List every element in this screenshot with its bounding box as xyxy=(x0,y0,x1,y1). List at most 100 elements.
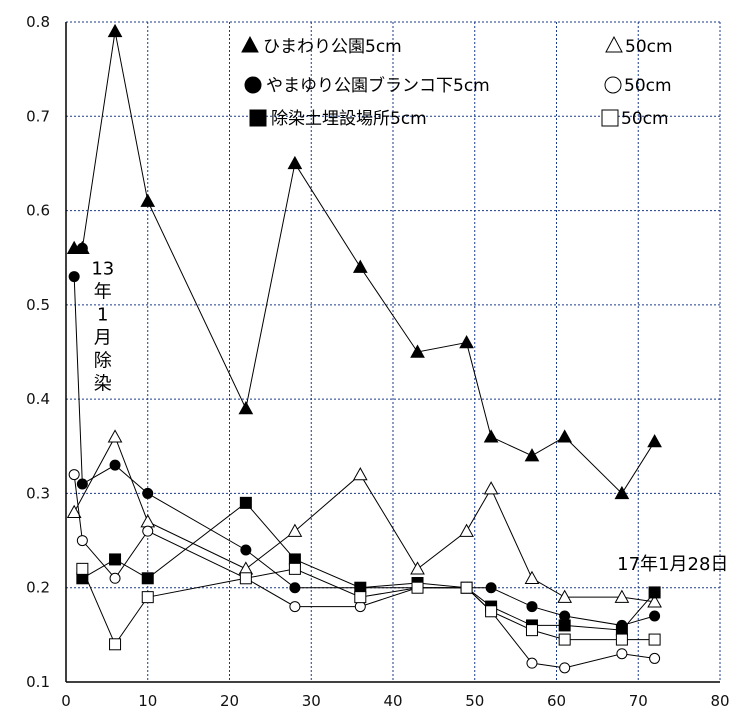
data-point-square xyxy=(460,581,473,594)
data-point-circle xyxy=(559,662,571,674)
series-layer xyxy=(66,23,662,674)
data-point-triangle xyxy=(483,481,499,495)
y-tick-label: 0.3 xyxy=(26,484,50,502)
data-point-circle xyxy=(76,242,88,254)
data-point-square xyxy=(288,562,301,575)
data-point-triangle xyxy=(352,467,368,481)
data-point-circle xyxy=(289,582,301,594)
data-point-square xyxy=(239,496,252,509)
legend-label: ひまわり公園5cm xyxy=(263,37,402,57)
legend-marker xyxy=(601,109,619,127)
y-tick-label: 0.7 xyxy=(26,107,50,125)
data-point-triangle xyxy=(66,504,82,518)
legend-label: 除染土埋設場所5cm xyxy=(271,109,427,129)
legend-marker xyxy=(604,76,622,94)
data-point-triangle xyxy=(459,523,474,537)
y-tick-label: 0.8 xyxy=(26,13,50,31)
annotation-text: 1 xyxy=(97,305,108,326)
data-point-triangle xyxy=(483,429,499,443)
annotation-text: 月 xyxy=(94,328,112,349)
x-tick-label: 50 xyxy=(465,692,484,710)
y-tick-label: 0.4 xyxy=(26,390,50,408)
x-tick-label: 40 xyxy=(383,692,402,710)
data-point-triangle xyxy=(238,401,254,415)
data-point-triangle xyxy=(557,429,573,443)
legend-label: 50cm xyxy=(624,76,672,96)
data-point-square xyxy=(411,581,424,594)
data-point-square xyxy=(354,591,367,604)
y-tick-label: 0.2 xyxy=(26,579,50,597)
x-tick-label: 60 xyxy=(547,692,566,710)
legend: ひまわり公園5cm 50cm やまゆり公園ブランコ下5cm 50cm 除染土埋設場所5c… xyxy=(241,35,673,129)
data-point-triangle xyxy=(524,570,540,584)
data-point-triangle xyxy=(459,335,474,349)
data-point-triangle xyxy=(614,485,630,500)
data-point-square xyxy=(648,633,661,646)
legend-marker xyxy=(249,109,267,127)
data-point-circle xyxy=(616,648,628,660)
data-point-triangle xyxy=(614,589,630,603)
data-point-triangle xyxy=(287,155,303,170)
series-5 xyxy=(76,562,661,651)
x-tick-label: 20 xyxy=(220,692,239,710)
y-tick-label: 0.1 xyxy=(26,673,50,691)
data-point-square xyxy=(76,562,89,575)
data-point-triangle xyxy=(524,448,540,462)
legend-marker xyxy=(605,35,623,53)
y-tick-label: 0.6 xyxy=(26,202,50,220)
data-point-square xyxy=(615,633,628,646)
annotation-text: 染 xyxy=(94,374,112,395)
data-point-square xyxy=(485,605,498,618)
annotation-text: 17年1月28日 xyxy=(617,554,728,575)
legend-label: 50cm xyxy=(621,109,669,129)
data-point-square xyxy=(558,619,571,632)
data-point-circle xyxy=(485,582,497,594)
data-point-circle xyxy=(142,487,154,499)
axes: 0 10 20 30 40 50 60 70 80 0.1 0.2 0.3 0.4 0.5 0.6 0.7 0.… xyxy=(26,13,729,710)
data-point-triangle xyxy=(647,594,662,608)
data-point-square xyxy=(109,638,122,651)
data-point-triangle xyxy=(107,429,123,443)
x-tick-label: 80 xyxy=(710,692,729,710)
data-point-square xyxy=(648,586,661,599)
x-tick-label: 30 xyxy=(302,692,321,710)
data-point-circle xyxy=(76,535,88,547)
data-point-triangle xyxy=(140,193,156,207)
data-point-square xyxy=(558,633,571,646)
data-point-circle xyxy=(649,652,661,664)
series-1 xyxy=(66,429,662,608)
data-point-triangle xyxy=(557,589,573,603)
data-point-triangle xyxy=(352,259,368,273)
legend-label: やまゆり公園ブランコ下5cm xyxy=(266,75,490,96)
data-point-triangle xyxy=(410,561,425,575)
x-tick-label: 70 xyxy=(629,692,648,710)
legend-label: 50cm xyxy=(625,37,673,57)
data-point-square xyxy=(109,553,122,566)
data-point-circle xyxy=(289,601,301,613)
x-tick-label: 10 xyxy=(138,692,157,710)
data-point-square xyxy=(525,624,538,637)
data-point-circle xyxy=(526,657,538,669)
legend-marker xyxy=(244,76,262,94)
data-point-square xyxy=(141,572,154,585)
data-point-triangle xyxy=(287,523,303,537)
data-point-circle xyxy=(109,572,121,584)
x-tick-label: 0 xyxy=(61,692,71,710)
data-point-circle xyxy=(76,478,88,490)
data-point-circle xyxy=(68,469,80,481)
data-point-circle xyxy=(649,610,661,622)
data-point-triangle xyxy=(410,344,425,358)
legend-marker xyxy=(241,35,259,53)
data-point-triangle xyxy=(647,434,662,448)
data-point-square xyxy=(239,572,252,585)
series-line xyxy=(73,474,655,669)
data-point-circle xyxy=(240,544,252,556)
data-point-circle xyxy=(109,459,121,471)
y-tick-label: 0.5 xyxy=(26,296,50,314)
annotation-text: 年 xyxy=(94,282,112,303)
data-point-circle xyxy=(68,271,80,283)
annotation-text: 除 xyxy=(94,351,112,372)
data-point-triangle xyxy=(107,23,123,38)
